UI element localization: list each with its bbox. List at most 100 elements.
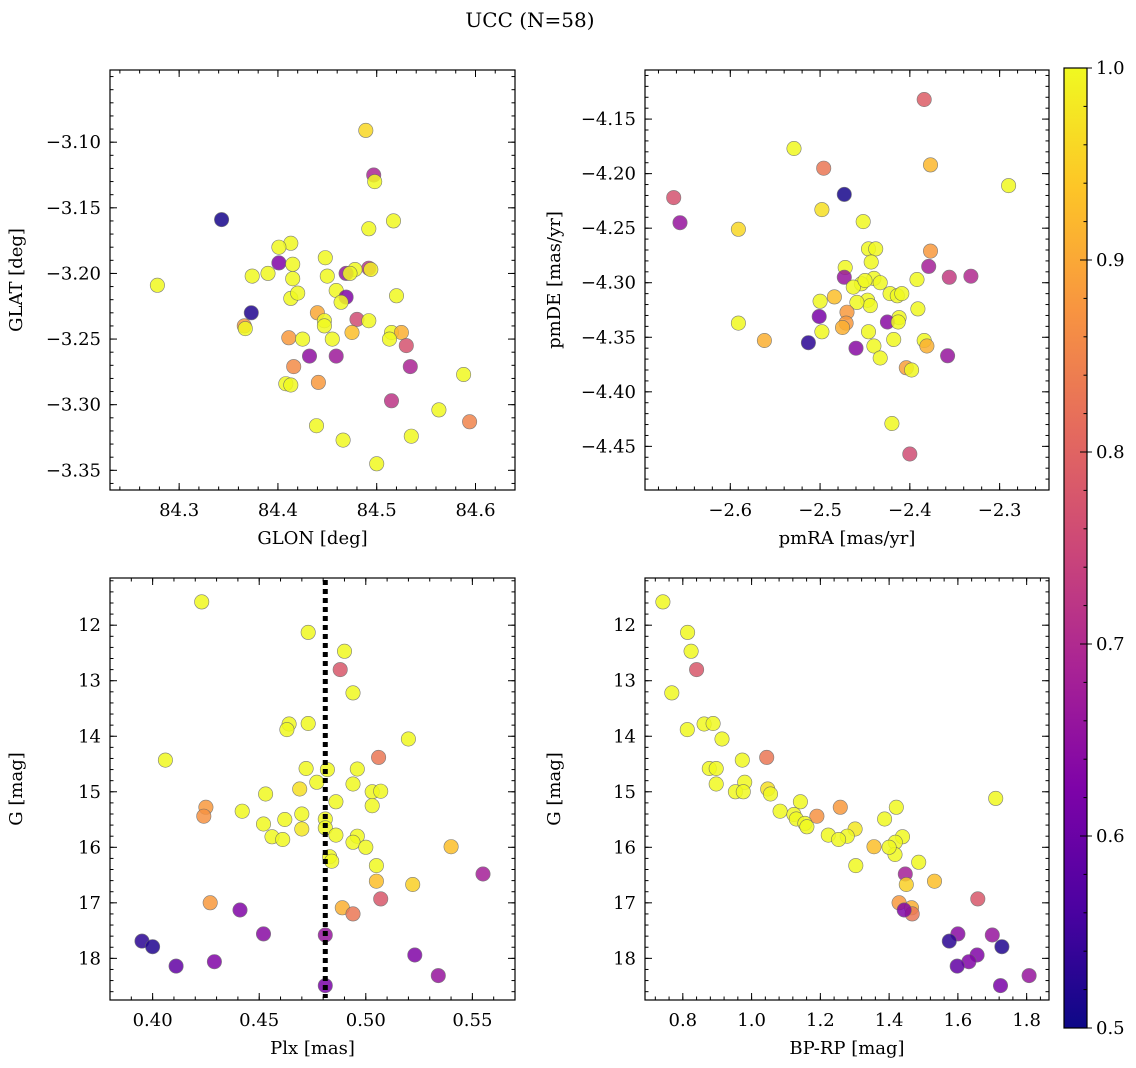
data-point — [664, 685, 680, 701]
data-point — [300, 715, 316, 731]
data-point — [949, 958, 965, 974]
data-point — [431, 402, 447, 418]
data-point — [310, 374, 326, 390]
data-point — [373, 891, 389, 907]
y-tick-label: 17 — [613, 893, 636, 914]
data-point — [898, 876, 914, 892]
data-point — [244, 268, 260, 284]
y-tick-label: 14 — [78, 726, 101, 747]
y-tick-label: −4.30 — [581, 273, 636, 294]
data-point — [881, 839, 897, 855]
data-point — [800, 335, 816, 351]
y-axis-label: pmDE [mas/yr] — [544, 211, 565, 349]
y-tick-label: −3.30 — [46, 395, 101, 416]
y-tick-label: 17 — [78, 893, 101, 914]
data-point — [672, 215, 688, 231]
x-tick-label: 1.4 — [875, 1010, 904, 1031]
y-tick-label: 16 — [78, 837, 101, 858]
data-point — [237, 321, 253, 337]
figure-title: UCC (N=58) — [465, 8, 594, 32]
data-point — [683, 643, 699, 659]
data-point — [400, 731, 416, 747]
data-point — [275, 831, 291, 847]
data-point — [826, 289, 842, 305]
data-point — [845, 279, 861, 295]
data-point — [294, 821, 310, 837]
data-point — [324, 331, 340, 347]
data-point — [371, 749, 387, 765]
data-point — [866, 338, 882, 354]
data-point — [730, 315, 746, 331]
y-tick-label: 15 — [78, 782, 101, 803]
data-point — [708, 760, 724, 776]
data-point — [298, 760, 314, 776]
y-tick-label: −3.35 — [46, 460, 101, 481]
x-tick-label: 1.0 — [737, 1010, 766, 1031]
data-point — [344, 324, 360, 340]
data-point — [443, 839, 459, 855]
data-point — [456, 366, 472, 382]
data-point — [941, 269, 957, 285]
data-point — [388, 288, 404, 304]
data-point — [734, 752, 750, 768]
data-point — [292, 781, 308, 797]
data-point — [462, 414, 478, 430]
data-point — [868, 241, 884, 257]
data-point — [714, 731, 730, 747]
colorbar-tick-label: 0.6 — [1096, 826, 1125, 847]
data-point — [848, 858, 864, 874]
y-tick-label: −3.25 — [46, 329, 101, 350]
x-tick-label: 84.5 — [357, 500, 397, 521]
data-point — [872, 350, 888, 366]
data-point — [756, 332, 772, 348]
data-point — [202, 895, 218, 911]
data-point — [836, 186, 852, 202]
data-point — [361, 313, 377, 329]
x-tick-label: 0.45 — [239, 1010, 279, 1031]
data-point — [368, 873, 384, 889]
colorbar-tick-label: 0.5 — [1096, 1018, 1125, 1039]
data-point — [812, 293, 828, 309]
data-point — [285, 256, 301, 272]
y-tick-label: −3.20 — [46, 263, 101, 284]
data-point — [475, 866, 491, 882]
data-point — [358, 839, 374, 855]
data-point — [328, 348, 344, 364]
data-point — [316, 318, 332, 334]
data-point — [970, 891, 986, 907]
data-point — [877, 811, 893, 827]
data-point — [832, 799, 848, 815]
axes-frame — [644, 577, 1050, 1001]
x-axis-label: Plx [mas] — [270, 1038, 355, 1059]
data-point — [364, 798, 380, 814]
data-point — [300, 624, 316, 640]
y-tick-label: 14 — [613, 726, 636, 747]
data-point — [884, 415, 900, 431]
data-point — [855, 214, 871, 230]
data-point — [255, 926, 271, 942]
data-point — [405, 876, 421, 892]
data-point — [206, 954, 222, 970]
colorbar-gradient — [1063, 67, 1088, 1029]
data-point — [403, 428, 419, 444]
colorbar-tick-label: 0.7 — [1096, 634, 1125, 655]
data-point — [1021, 968, 1037, 984]
data-point — [345, 906, 361, 922]
data-point — [407, 947, 423, 963]
data-point — [342, 265, 358, 281]
data-point — [258, 786, 274, 802]
data-point — [271, 239, 287, 255]
data-point — [922, 157, 938, 173]
data-point — [286, 359, 302, 375]
data-point — [349, 761, 365, 777]
data-point — [994, 939, 1010, 955]
data-point — [814, 202, 830, 218]
data-point — [381, 331, 397, 347]
x-tick-label: 1.2 — [806, 1010, 835, 1031]
data-point — [285, 271, 301, 287]
y-axis-label: G [mag] — [6, 752, 27, 825]
x-tick-label: −2.6 — [708, 500, 752, 521]
data-point — [814, 324, 830, 340]
data-point — [149, 277, 165, 293]
